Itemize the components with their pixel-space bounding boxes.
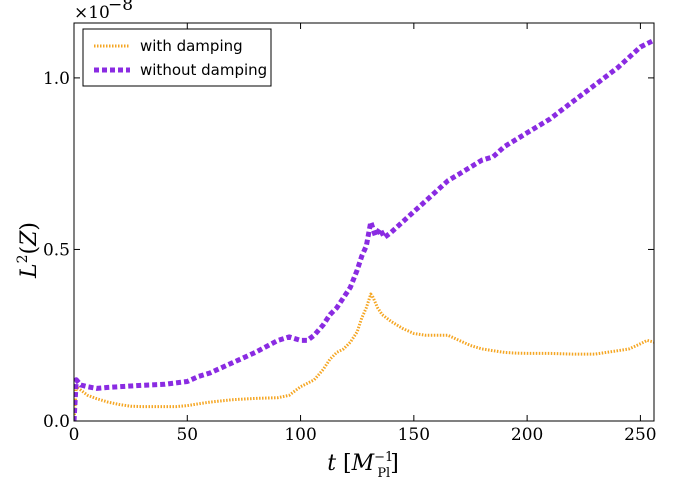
- legend-label-without-damping: without damping: [140, 61, 267, 79]
- x-axis-label: t [M−1 Pl]: [327, 450, 399, 479]
- y-axis-label: L2(Z): [15, 222, 42, 279]
- series-layer: [74, 37, 654, 421]
- legend-box: [82, 28, 272, 87]
- legend: with damping without damping: [82, 28, 272, 87]
- x-tick-label: 200: [511, 425, 543, 445]
- y-tick-label: 0.5: [43, 240, 70, 260]
- x-tick-label: 50: [176, 425, 198, 445]
- y-scale-exponent: −8: [108, 0, 133, 15]
- y-scale-multiplier: ×10: [74, 3, 110, 23]
- legend-label-with-damping: with damping: [140, 37, 243, 55]
- x-tick-label: 250: [624, 425, 656, 445]
- x-tick-label: 150: [398, 425, 430, 445]
- x-tick-label: 100: [284, 425, 316, 445]
- y-tick-label: 1.0: [43, 69, 70, 89]
- series-line-with-damping: [74, 292, 654, 421]
- y-tick-label: 0.0: [43, 412, 70, 432]
- x-tick-label: 0: [69, 425, 80, 445]
- ticks-layer: 0 50 100 150 200 250 0.0 0.5 1.0: [43, 23, 657, 445]
- plot-frame: [73, 22, 655, 422]
- series-line-without-damping: [74, 37, 654, 421]
